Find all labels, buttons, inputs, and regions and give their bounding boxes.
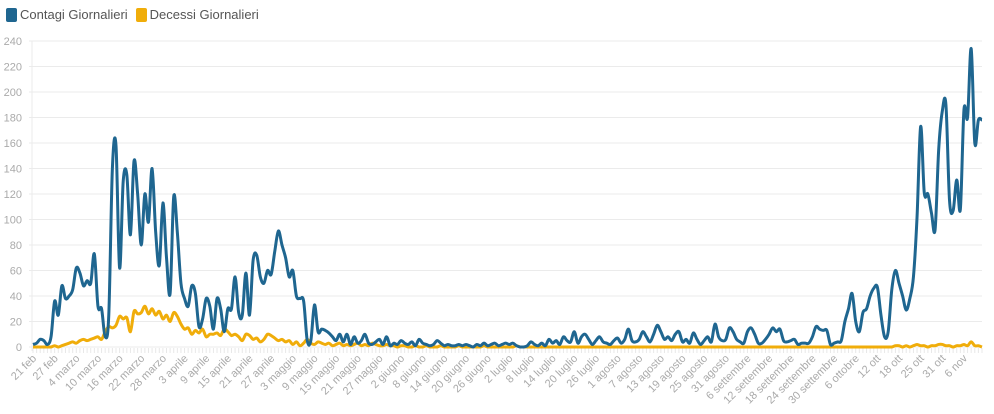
x-tick-label: 25 ott (899, 353, 927, 381)
x-tick-label: 18 ott (877, 353, 905, 381)
y-tick-label: 80 (10, 240, 22, 252)
x-tick-label: 31 ott (920, 353, 948, 381)
x-tick-label: 6 nov (943, 352, 971, 380)
series-line-decessi (32, 304, 983, 349)
y-tick-label: 0 (16, 342, 22, 354)
legend-label-contagi: Contagi Giornalieri (20, 7, 128, 22)
y-tick-label: 60 (10, 266, 22, 278)
y-tick-label: 40 (10, 291, 22, 303)
y-tick-label: 160 (4, 138, 22, 150)
legend-item-contagi[interactable]: Contagi Giornalieri (6, 7, 128, 22)
y-tick-label: 240 (4, 36, 22, 48)
y-tick-label: 140 (4, 164, 22, 176)
y-tick-label: 100 (4, 215, 22, 227)
legend-item-decessi[interactable]: Decessi Giornalieri (135, 7, 259, 22)
y-tick-label: 200 (4, 87, 22, 99)
legend-swatch-decessi (135, 7, 147, 22)
y-tick-label: 180 (4, 113, 22, 125)
series-line-contagi (32, 47, 983, 349)
legend-label-decessi: Decessi Giornalieri (149, 7, 259, 22)
x-tick-label: 12 ott (856, 353, 884, 381)
y-tick-label: 120 (4, 189, 22, 201)
legend-swatch-contagi (6, 7, 17, 22)
y-tick-label: 220 (4, 62, 22, 74)
chart-legend: Contagi Giornalieri Decessi Giornalieri (6, 7, 259, 22)
y-tick-label: 20 (10, 317, 22, 329)
